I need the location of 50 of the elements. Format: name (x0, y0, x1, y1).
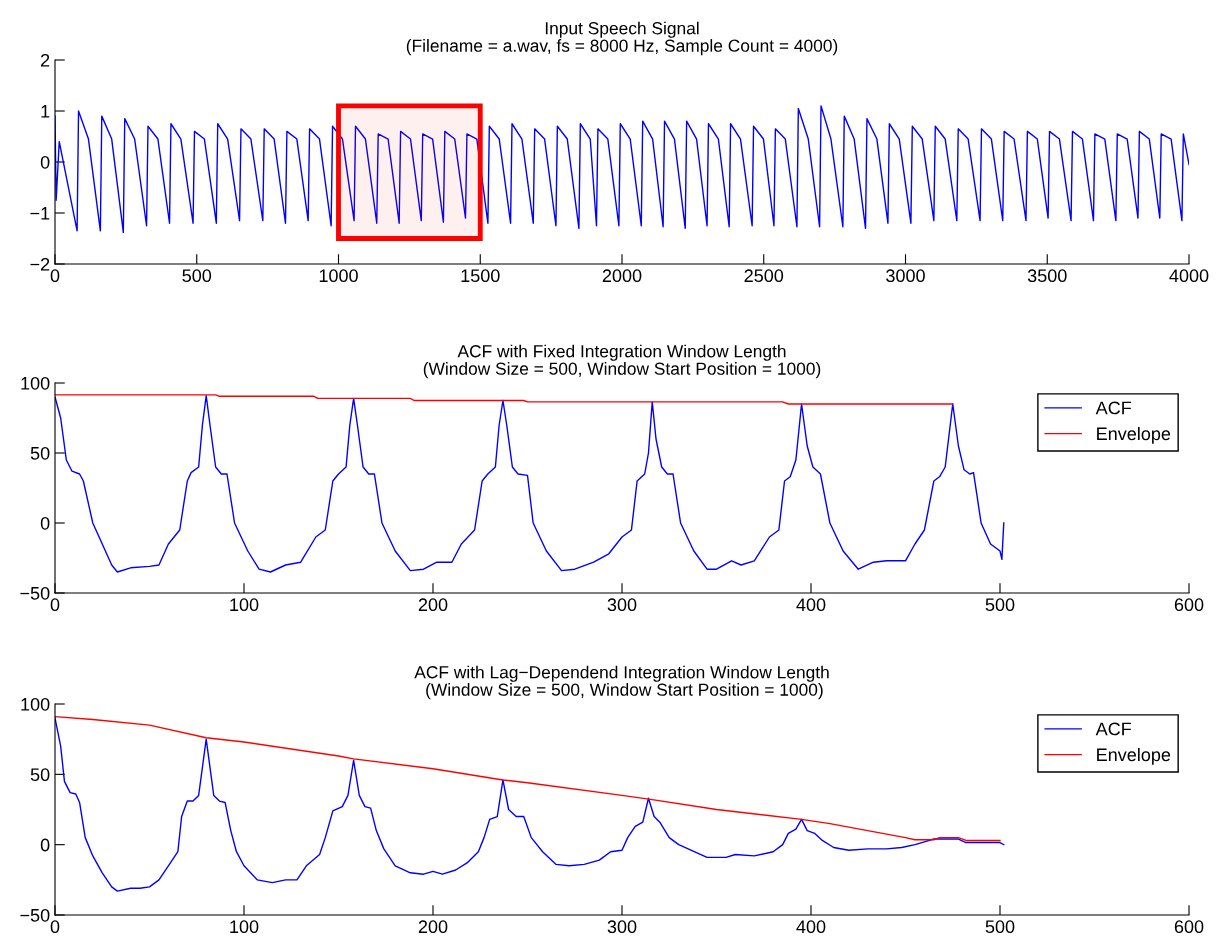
y-tick-label: 50 (30, 446, 50, 460)
x-tick-label: 400 (796, 598, 826, 612)
x-tick-label: 0 (50, 269, 60, 283)
chart-title: Input Speech Signal (545, 21, 699, 38)
x-tick-label: 2000 (602, 269, 642, 283)
y-tick-label: 2 (41, 53, 50, 67)
y-tick-label: 100 (21, 697, 50, 711)
y-tick-label: −1 (30, 207, 50, 220)
y-tick-label: 1 (41, 105, 50, 118)
y-tick-label: −2 (30, 257, 50, 271)
x-tick-label: 500 (985, 598, 1015, 612)
y-tick-label: 0 (40, 838, 50, 852)
x-tick-label: 100 (230, 598, 259, 612)
y-tick-label: 0 (40, 516, 50, 530)
x-tick-label: 200 (418, 598, 448, 612)
y-tick-label: 50 (30, 768, 50, 782)
legend-label: Envelope (1097, 426, 1171, 444)
x-tick-label: 3500 (1027, 269, 1067, 283)
x-tick-label: 200 (418, 920, 448, 934)
x-tick-label: 300 (607, 598, 637, 612)
x-tick-label: 0 (50, 598, 60, 612)
x-tick-label: 1500 (461, 269, 500, 283)
y-tick-label: 100 (21, 376, 50, 390)
x-tick-label: 500 (182, 269, 212, 283)
y-tick-label: −50 (20, 586, 50, 600)
x-tick-label: 100 (230, 920, 259, 934)
legend-label: ACF (1095, 401, 1132, 415)
line-series (55, 715, 1001, 842)
x-tick-label: 2500 (744, 269, 784, 283)
x-tick-label: 3000 (886, 269, 925, 283)
legend-label: ACF (1095, 722, 1132, 736)
line-series (55, 394, 954, 405)
chart-subtitle: (Window Size = 500, Window Start Position = 1000) (423, 362, 821, 379)
chart-subtitle: (Filename = a.wav, fs = 8000 Hz, Sample Count = 4000) (406, 39, 838, 56)
chart-title: ACF with Fixed Integration Window Length (457, 344, 786, 361)
chart-subtitle: (Window Size = 500, Window Start Position = 1000) (426, 683, 823, 700)
x-tick-label: 0 (50, 920, 60, 934)
x-tick-label: 600 (1174, 598, 1204, 612)
x-tick-label: 300 (607, 920, 637, 934)
y-tick-label: −50 (20, 908, 50, 922)
x-tick-label: 500 (985, 920, 1015, 934)
x-tick-label: 600 (1174, 920, 1204, 934)
x-tick-label: 1000 (319, 269, 358, 283)
y-tick-label: 0 (40, 155, 50, 169)
x-tick-label: 4000 (1169, 269, 1209, 283)
legend-label: Envelope (1097, 747, 1171, 765)
x-tick-label: 400 (796, 920, 826, 934)
line-series (55, 105, 1189, 234)
line-series (55, 394, 1005, 573)
chart-title: ACF with Lag−Dependend Integration Window Length (414, 665, 829, 682)
